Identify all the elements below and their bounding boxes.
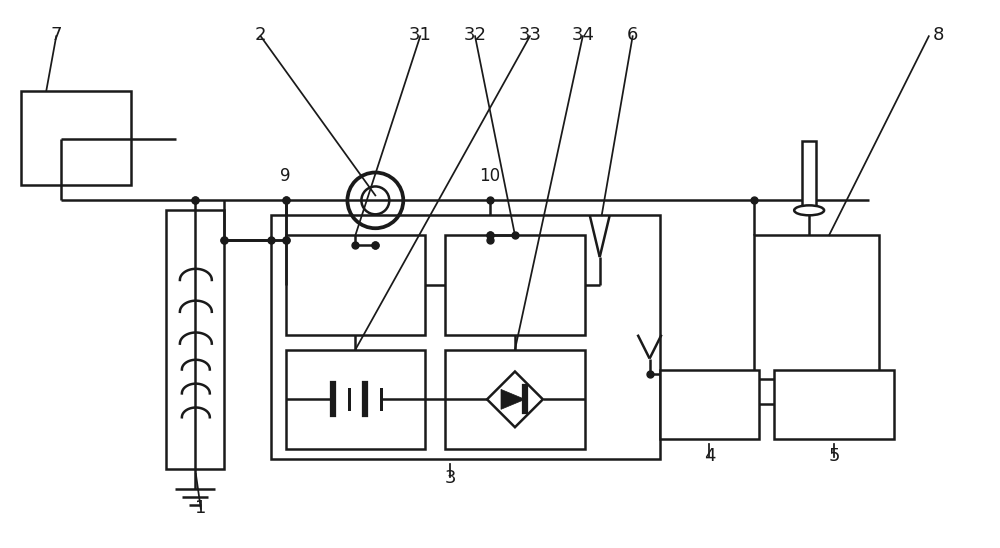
Bar xyxy=(445,350,585,449)
Bar xyxy=(21,91,131,185)
Text: 7: 7 xyxy=(50,26,62,44)
Bar xyxy=(802,141,816,210)
Bar xyxy=(660,369,759,439)
Text: 10: 10 xyxy=(479,168,501,185)
Ellipse shape xyxy=(794,206,824,215)
Text: 6: 6 xyxy=(627,26,638,44)
Text: 33: 33 xyxy=(518,26,541,44)
Bar xyxy=(166,210,224,469)
Bar xyxy=(271,215,660,459)
Text: 3: 3 xyxy=(444,469,456,487)
Text: 5: 5 xyxy=(828,447,840,465)
Text: 31: 31 xyxy=(409,26,432,44)
Bar xyxy=(445,235,585,335)
Text: 2: 2 xyxy=(255,26,266,44)
Bar xyxy=(754,235,879,379)
Text: 34: 34 xyxy=(571,26,594,44)
Text: 4: 4 xyxy=(704,447,715,465)
Bar xyxy=(774,369,894,439)
Polygon shape xyxy=(501,390,525,409)
Text: 9: 9 xyxy=(280,168,291,185)
Bar xyxy=(286,350,425,449)
Bar xyxy=(286,235,425,335)
Text: 32: 32 xyxy=(464,26,487,44)
Text: 1: 1 xyxy=(195,499,207,517)
Text: 8: 8 xyxy=(933,26,944,44)
